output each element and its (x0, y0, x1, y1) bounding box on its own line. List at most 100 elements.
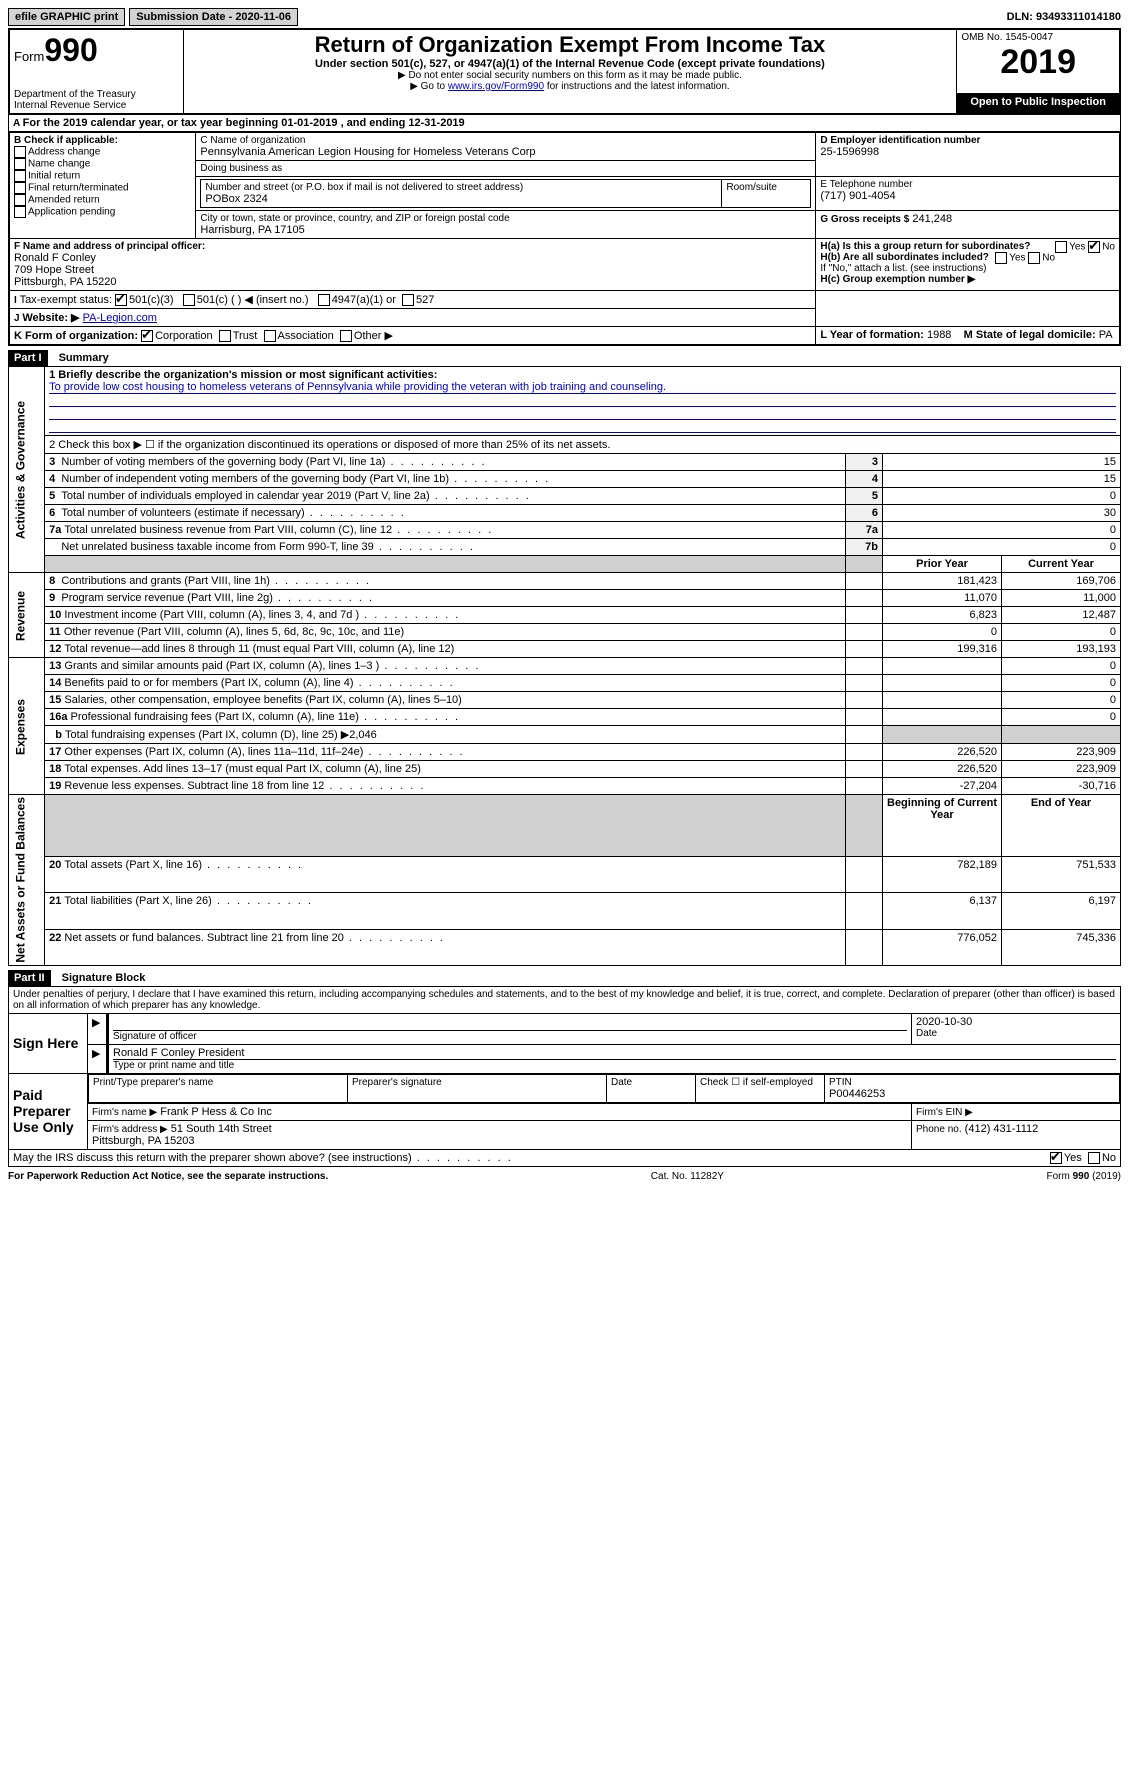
d-label: D Employer identification number (820, 135, 1115, 146)
hb-yes[interactable]: Yes (1009, 253, 1025, 264)
firm-name: Frank P Hess & Co Inc (160, 1106, 272, 1118)
sig-date: 2020-10-30 (916, 1016, 1116, 1028)
part2-band: Part II (8, 970, 51, 986)
discuss-yes[interactable]: Yes (1064, 1152, 1082, 1164)
l6-val: 30 (883, 505, 1121, 522)
year-formation: 1988 (927, 329, 951, 341)
k-other[interactable]: Other ▶ (354, 330, 393, 342)
form-number: 990 (44, 32, 97, 68)
form-note1: ▶ Do not enter social security numbers o… (188, 70, 953, 81)
discuss-no[interactable]: No (1102, 1152, 1116, 1164)
officer-name-title: Ronald F Conley President (113, 1047, 1116, 1060)
chk-name[interactable]: Name change (28, 159, 90, 170)
footer-mid: Cat. No. 11282Y (651, 1171, 724, 1182)
k-assoc[interactable]: Association (278, 330, 334, 342)
part1-table: Activities & Governance 1 Briefly descri… (8, 366, 1121, 966)
form-title: Return of Organization Exempt From Incom… (188, 32, 953, 58)
efile-button[interactable]: efile GRAPHIC print (8, 8, 125, 26)
l14-c: 0 (1002, 675, 1121, 692)
l4-num: 4 (846, 471, 883, 488)
l7a-label: Total unrelated business revenue from Pa… (64, 524, 493, 536)
l11-c: 0 (1002, 624, 1121, 641)
ein: 25-1596998 (820, 146, 1115, 158)
street-label: Number and street (or P.O. box if mail i… (205, 182, 717, 193)
chk-pending[interactable]: Application pending (28, 207, 115, 218)
chk-initial[interactable]: Initial return (28, 171, 80, 182)
ha-no[interactable]: No (1102, 242, 1115, 253)
l12-label: Total revenue—add lines 8 through 11 (mu… (64, 643, 454, 655)
form-header: Form990 Department of the Treasury Inter… (8, 28, 1121, 115)
ha-label: H(a) Is this a group return for subordin… (820, 241, 1030, 252)
declaration: Under penalties of perjury, I declare th… (8, 986, 1121, 1013)
l18-label: Total expenses. Add lines 13–17 (must eq… (64, 763, 420, 775)
chk-address[interactable]: Address change (28, 147, 100, 158)
l13-p (883, 658, 1002, 675)
org-name: Pennsylvania American Legion Housing for… (200, 146, 811, 158)
omb: OMB No. 1545-0047 (961, 32, 1115, 43)
chk-final[interactable]: Final return/terminated (28, 183, 129, 194)
l10-c: 12,487 (1002, 607, 1121, 624)
l20-label: Total assets (Part X, line 16) (64, 859, 303, 871)
k-trust[interactable]: Trust (233, 330, 258, 342)
domicile: PA (1099, 329, 1113, 341)
l14-label: Benefits paid to or for members (Part IX… (64, 677, 454, 689)
date-label: Date (916, 1028, 1116, 1039)
l19-p: -27,204 (883, 778, 1002, 795)
l6-num: 6 (846, 505, 883, 522)
chk-amended[interactable]: Amended return (28, 195, 100, 206)
l9-p: 11,070 (883, 590, 1002, 607)
street: POBox 2324 (205, 193, 717, 205)
k-label: K Form of organization: (14, 330, 138, 342)
opt-527[interactable]: 527 (416, 294, 434, 306)
dln: DLN: 93493311014180 (1007, 11, 1121, 23)
firm-ein-label: Firm's EIN ▶ (916, 1107, 973, 1118)
l10-label: Investment income (Part VIII, column (A)… (64, 609, 460, 621)
prep-name-label: Print/Type preparer's name (89, 1074, 348, 1102)
l16a-c: 0 (1002, 709, 1121, 726)
l6-label: Total number of volunteers (estimate if … (61, 507, 405, 519)
sig-officer-label: Signature of officer (113, 1031, 907, 1042)
l15-label: Salaries, other compensation, employee b… (64, 694, 461, 706)
opt-501c[interactable]: 501(c) ( ) ◀ (insert no.) (197, 294, 309, 306)
opt-501c3[interactable]: 501(c)(3) (129, 294, 174, 306)
website[interactable]: PA-Legion.com (83, 312, 157, 324)
check-self[interactable]: Check ☐ if self-employed (696, 1074, 825, 1102)
l12-c: 193,193 (1002, 641, 1121, 658)
paid-preparer: Paid Preparer Use Only (9, 1073, 88, 1149)
e-label: E Telephone number (820, 179, 1115, 190)
part1-title: Summary (51, 352, 109, 364)
current-header: Current Year (1002, 556, 1121, 573)
l17-p: 226,520 (883, 744, 1002, 761)
l4-val: 15 (883, 471, 1121, 488)
tax-year: 2019 (1000, 43, 1076, 81)
l16b-label: Total fundraising expenses (Part IX, col… (65, 729, 377, 741)
side-netassets: Net Assets or Fund Balances (9, 795, 45, 966)
l13-c: 0 (1002, 658, 1121, 675)
l22-p: 776,052 (883, 929, 1002, 965)
l19-label: Revenue less expenses. Subtract line 18 … (64, 780, 425, 792)
prior-header: Prior Year (883, 556, 1002, 573)
dept-label: Department of the Treasury Internal Reve… (14, 89, 179, 111)
footer-left: For Paperwork Reduction Act Notice, see … (8, 1171, 328, 1182)
ptin-label: PTIN (829, 1077, 1115, 1088)
submission-date: Submission Date - 2020-11-06 (129, 8, 298, 26)
hb-no[interactable]: No (1042, 253, 1055, 264)
k-corp[interactable]: Corporation (155, 330, 212, 342)
prep-sig-label: Preparer's signature (348, 1074, 607, 1102)
l3-label: Number of voting members of the governin… (61, 456, 486, 468)
l7a-val: 0 (883, 522, 1121, 539)
irs-link[interactable]: www.irs.gov/Form990 (448, 81, 544, 92)
ha-yes[interactable]: Yes (1069, 242, 1085, 253)
signature-table: Sign Here ▶ Signature of officer 2020-10… (8, 1013, 1121, 1150)
footer: For Paperwork Reduction Act Notice, see … (8, 1171, 1121, 1182)
opt-4947[interactable]: 4947(a)(1) or (332, 294, 396, 306)
hb-label: H(b) Are all subordinates included? (820, 252, 989, 263)
form-label: Form (14, 49, 44, 64)
j-label: Website: ▶ (22, 312, 79, 324)
topbar: efile GRAPHIC print Submission Date - 20… (8, 8, 1121, 26)
officer-name: Ronald F Conley (14, 252, 811, 264)
l9-c: 11,000 (1002, 590, 1121, 607)
telephone: (717) 901-4054 (820, 190, 1115, 202)
l18-c: 223,909 (1002, 761, 1121, 778)
firm-addr-label: Firm's address ▶ (92, 1124, 168, 1135)
